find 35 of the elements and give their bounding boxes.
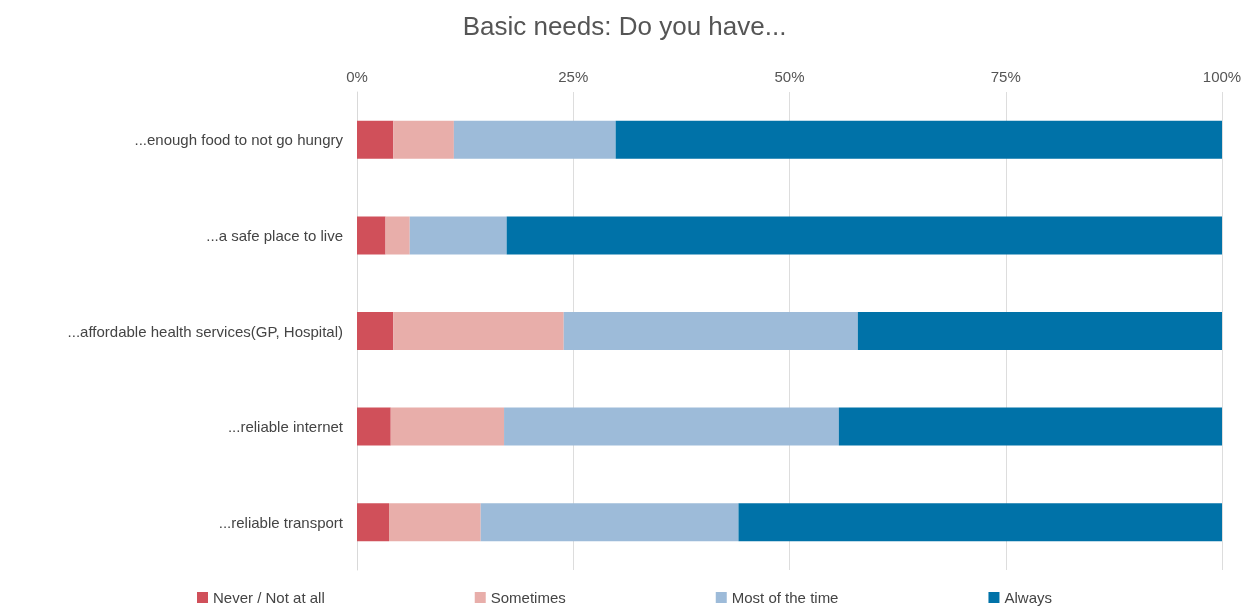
bar xyxy=(393,120,454,159)
x-tick-label: 25% xyxy=(558,68,589,85)
x-tick-label: 75% xyxy=(990,68,1021,85)
bar xyxy=(357,312,394,350)
legend-label: Always xyxy=(1004,589,1052,606)
bar xyxy=(357,503,390,542)
bar xyxy=(389,503,481,542)
bar xyxy=(857,312,1222,350)
x-tick-label: 50% xyxy=(774,68,805,85)
bar xyxy=(385,216,410,255)
y-tick-label: ...reliable transport xyxy=(218,513,344,531)
y-tick-label: ...enough food to not go hungry xyxy=(134,131,344,149)
bar xyxy=(357,120,394,159)
bar xyxy=(453,120,616,159)
legend-label: Never / Not at all xyxy=(213,589,325,606)
x-tick-label: 0% xyxy=(346,68,368,85)
bar xyxy=(409,216,507,255)
bar xyxy=(393,312,564,350)
x-tick-label: 100% xyxy=(1202,68,1242,85)
bar xyxy=(615,120,1222,159)
chart-title: Basic needs: Do you have... xyxy=(462,11,787,41)
y-tick-label: ...affordable health services(GP, Hospital) xyxy=(67,322,343,340)
bar xyxy=(506,216,1222,255)
bar xyxy=(738,503,1222,542)
legend-label: Most of the time xyxy=(731,589,839,606)
bar xyxy=(357,407,391,446)
y-tick-label: ...reliable internet xyxy=(227,418,344,436)
bar xyxy=(504,407,839,446)
bar xyxy=(357,216,386,255)
bar xyxy=(480,503,739,542)
bar xyxy=(390,407,505,446)
y-tick-label: ...a safe place to live xyxy=(206,226,343,244)
bar xyxy=(838,407,1222,446)
bar xyxy=(563,312,858,350)
legend-label: Sometimes xyxy=(490,589,566,606)
